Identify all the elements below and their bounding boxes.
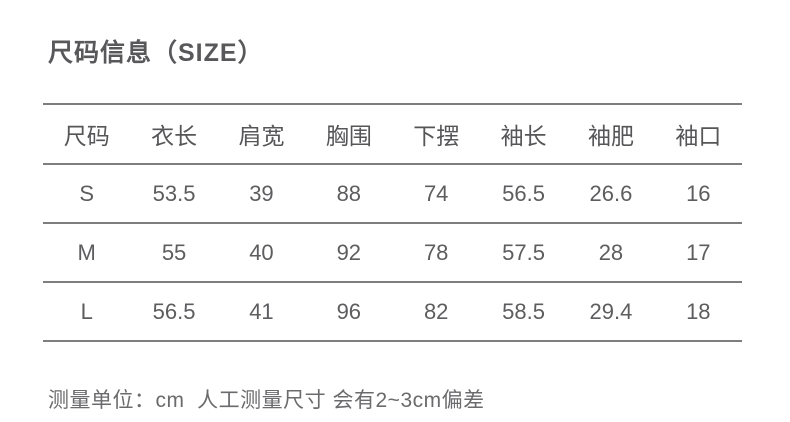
size-cell: 28 — [598, 239, 624, 265]
page-title: 尺码信息（SIZE） — [48, 39, 264, 67]
size-row-l: L 56.5 41 96 82 58.5 29.4 18 — [43, 282, 742, 341]
column-header-size: 尺码 — [63, 123, 110, 149]
column-header-sleeve-length: 袖长 — [500, 123, 547, 149]
size-cell: 92 — [336, 239, 362, 265]
size-table: 尺码 衣长 肩宽 胸围 下摆 袖长 袖肥 袖口 S 53.5 39 88 74 … — [43, 103, 742, 342]
size-cell: 26.6 — [589, 180, 633, 206]
size-cell: 74 — [423, 180, 449, 206]
column-header-cuff: 袖口 — [675, 123, 722, 149]
column-header-length: 衣长 — [151, 123, 198, 149]
size-cell: 58.5 — [502, 298, 545, 324]
size-cell: 78 — [423, 239, 449, 265]
table-header-row: 尺码 衣长 肩宽 胸围 下摆 袖长 袖肥 袖口 — [43, 104, 742, 164]
size-cell: 88 — [336, 180, 362, 206]
size-cell: 56.5 — [502, 180, 545, 206]
size-cell: S — [79, 180, 95, 206]
size-cell: 56.5 — [152, 298, 196, 324]
size-cell: 57.5 — [502, 239, 545, 265]
column-header-hem: 下摆 — [413, 123, 460, 149]
size-row-m: M 55 40 92 78 57.5 28 17 — [43, 223, 742, 282]
column-header-bust: 胸围 — [325, 123, 372, 149]
size-cell: 96 — [336, 298, 362, 324]
measurement-note: 测量单位：cm 人工测量尺寸 会有2~3cm偏差 — [48, 389, 485, 412]
size-cell: 41 — [249, 298, 274, 324]
size-cell: 29.4 — [589, 298, 633, 324]
column-header-shoulder: 肩宽 — [238, 123, 285, 149]
size-cell: 17 — [686, 239, 711, 265]
column-header-sleeve-width: 袖肥 — [587, 123, 634, 149]
size-cell: 40 — [249, 239, 274, 265]
size-cell: 18 — [686, 298, 711, 324]
size-cell: 53.5 — [152, 180, 196, 206]
size-cell: M — [77, 239, 96, 265]
size-row-s: S 53.5 39 88 74 56.5 26.6 16 — [43, 164, 742, 223]
size-cell: 55 — [161, 239, 187, 265]
size-cell: 39 — [249, 180, 274, 206]
size-cell: 82 — [423, 298, 449, 324]
size-cell: L — [80, 298, 93, 324]
size-cell: 16 — [686, 180, 711, 206]
